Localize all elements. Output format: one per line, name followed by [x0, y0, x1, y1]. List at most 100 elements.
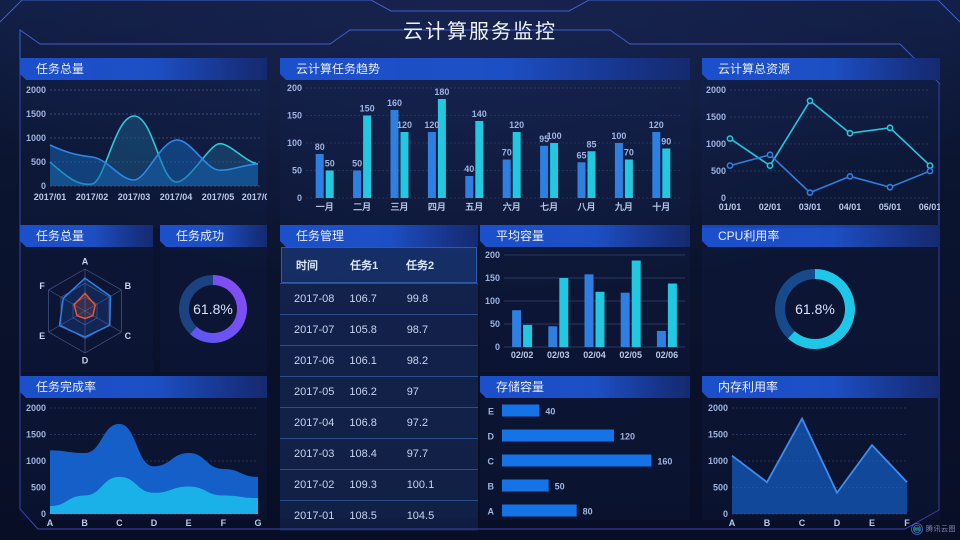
svg-text:0: 0: [723, 509, 728, 519]
svg-text:500: 500: [31, 157, 46, 167]
svg-text:2017/06: 2017/06: [242, 192, 267, 202]
svg-text:B: B: [81, 518, 88, 528]
svg-text:150: 150: [485, 273, 500, 283]
svg-text:100: 100: [287, 138, 302, 148]
svg-text:B: B: [764, 518, 771, 528]
svg-text:2017/04: 2017/04: [160, 192, 193, 202]
svg-text:2017/03: 2017/03: [118, 192, 151, 202]
svg-text:2000: 2000: [708, 403, 728, 413]
svg-text:01/01: 01/01: [719, 202, 742, 212]
svg-text:03/01: 03/01: [799, 202, 822, 212]
svg-text:C: C: [488, 457, 495, 467]
svg-text:A: A: [47, 518, 54, 528]
svg-text:02/03: 02/03: [547, 350, 570, 360]
svg-text:02/05: 02/05: [619, 350, 642, 360]
svg-text:2017/02: 2017/02: [76, 192, 109, 202]
svg-text:七月: 七月: [540, 201, 558, 212]
svg-text:六月: 六月: [503, 201, 521, 212]
svg-text:120: 120: [509, 120, 524, 130]
svg-text:50: 50: [352, 159, 362, 169]
svg-text:三月: 三月: [390, 202, 408, 212]
svg-text:200: 200: [485, 250, 500, 260]
svg-text:100: 100: [611, 131, 626, 141]
svg-text:02/06: 02/06: [656, 350, 679, 360]
svg-text:100: 100: [485, 296, 500, 306]
svg-text:D: D: [834, 518, 841, 528]
svg-text:02/01: 02/01: [759, 202, 782, 212]
svg-text:160: 160: [657, 457, 672, 467]
svg-text:四月: 四月: [428, 202, 446, 212]
svg-text:80: 80: [583, 507, 593, 517]
svg-text:0: 0: [41, 181, 46, 191]
svg-text:F: F: [221, 518, 227, 528]
svg-text:61.8%: 61.8%: [193, 301, 233, 317]
svg-text:120: 120: [424, 120, 439, 130]
svg-text:85: 85: [586, 139, 596, 149]
svg-text:A: A: [488, 507, 495, 517]
svg-text:50: 50: [292, 166, 302, 176]
svg-text:06/01: 06/01: [919, 202, 940, 212]
svg-text:140: 140: [472, 109, 487, 119]
svg-text:B: B: [488, 482, 495, 492]
svg-text:50: 50: [325, 159, 335, 169]
svg-text:500: 500: [711, 166, 726, 176]
svg-text:1500: 1500: [708, 430, 728, 440]
svg-text:G: G: [254, 518, 261, 528]
svg-text:160: 160: [387, 98, 402, 108]
svg-text:九月: 九月: [614, 201, 633, 212]
svg-text:120: 120: [397, 120, 412, 130]
svg-text:C: C: [125, 331, 132, 341]
svg-text:二月: 二月: [353, 202, 371, 212]
svg-text:十月: 十月: [652, 201, 670, 212]
svg-text:500: 500: [713, 483, 728, 493]
svg-text:C: C: [116, 518, 123, 528]
svg-text:2017/01: 2017/01: [34, 192, 67, 202]
svg-text:40: 40: [545, 407, 555, 417]
svg-text:F: F: [39, 281, 45, 291]
svg-text:50: 50: [555, 482, 565, 492]
svg-text:B: B: [125, 281, 132, 291]
svg-text:1000: 1000: [26, 456, 46, 466]
svg-text:90: 90: [661, 137, 671, 147]
svg-text:1500: 1500: [26, 430, 46, 440]
svg-text:100: 100: [547, 131, 562, 141]
svg-text:0: 0: [297, 193, 302, 203]
svg-text:A: A: [82, 256, 89, 266]
svg-text:02/04: 02/04: [583, 350, 606, 360]
svg-text:180: 180: [434, 87, 449, 97]
svg-text:1000: 1000: [708, 456, 728, 466]
svg-text:2000: 2000: [706, 85, 726, 95]
svg-text:E: E: [869, 518, 875, 528]
svg-text:E: E: [39, 331, 45, 341]
svg-text:70: 70: [502, 148, 512, 158]
svg-text:120: 120: [649, 120, 664, 130]
svg-text:80: 80: [315, 142, 325, 152]
svg-text:61.8%: 61.8%: [795, 301, 835, 317]
svg-text:D: D: [488, 432, 495, 442]
svg-text:1000: 1000: [706, 139, 726, 149]
svg-text:200: 200: [287, 83, 302, 93]
svg-text:D: D: [151, 518, 158, 528]
svg-text:120: 120: [620, 432, 635, 442]
svg-text:1500: 1500: [706, 112, 726, 122]
svg-text:E: E: [186, 518, 192, 528]
svg-text:150: 150: [360, 104, 375, 114]
svg-text:0: 0: [41, 509, 46, 519]
svg-text:C: C: [799, 518, 806, 528]
svg-text:02/02: 02/02: [511, 350, 534, 360]
svg-text:70: 70: [624, 148, 634, 158]
svg-text:05/01: 05/01: [879, 202, 902, 212]
svg-text:40: 40: [464, 164, 474, 174]
svg-text:0: 0: [495, 342, 500, 352]
svg-text:E: E: [488, 407, 494, 417]
svg-text:五月: 五月: [465, 202, 483, 212]
svg-text:2000: 2000: [26, 85, 46, 95]
svg-text:1500: 1500: [26, 109, 46, 119]
svg-text:150: 150: [287, 111, 302, 121]
svg-text:2017/05: 2017/05: [202, 192, 235, 202]
svg-text:2000: 2000: [26, 403, 46, 413]
svg-text:1000: 1000: [26, 133, 46, 143]
svg-text:50: 50: [490, 319, 500, 329]
svg-text:八月: 八月: [576, 202, 595, 212]
svg-text:A: A: [729, 518, 736, 528]
